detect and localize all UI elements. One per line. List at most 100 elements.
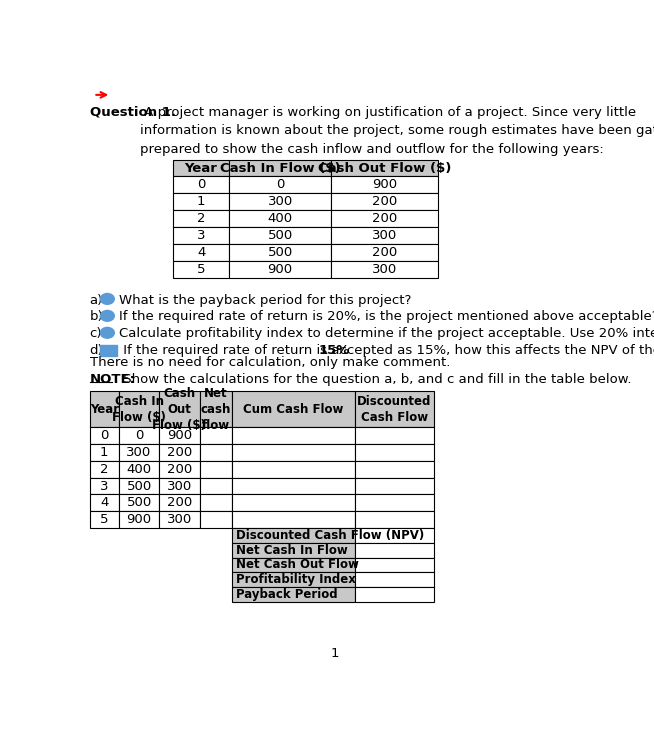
Bar bbox=[332, 177, 438, 193]
Text: 200: 200 bbox=[167, 496, 192, 509]
Bar bbox=[173, 244, 229, 261]
Bar bbox=[199, 495, 232, 511]
Bar bbox=[232, 391, 354, 426]
Bar bbox=[232, 511, 354, 529]
Text: 0: 0 bbox=[197, 178, 205, 192]
Text: 500: 500 bbox=[126, 496, 152, 509]
Bar bbox=[229, 261, 332, 278]
Text: Net
cash
flow: Net cash flow bbox=[201, 387, 231, 432]
Bar bbox=[173, 227, 229, 244]
Bar bbox=[173, 261, 229, 278]
Text: 4: 4 bbox=[100, 496, 109, 509]
Bar bbox=[354, 495, 434, 511]
Text: If the required rate of return is 20%, is the project mentioned above acceptable: If the required rate of return is 20%, i… bbox=[119, 311, 654, 323]
Bar bbox=[90, 495, 119, 511]
Bar bbox=[232, 572, 354, 587]
Text: 200: 200 bbox=[372, 212, 398, 226]
Text: 400: 400 bbox=[267, 212, 293, 226]
Bar bbox=[119, 511, 160, 529]
Text: Discounted
Cash Flow: Discounted Cash Flow bbox=[357, 395, 431, 423]
Bar bbox=[354, 558, 434, 572]
Bar bbox=[160, 426, 199, 444]
Text: 500: 500 bbox=[267, 229, 293, 242]
Bar bbox=[229, 177, 332, 193]
Bar bbox=[160, 478, 199, 495]
Bar bbox=[119, 478, 160, 495]
Text: Net Cash Out Flow: Net Cash Out Flow bbox=[236, 559, 359, 572]
Ellipse shape bbox=[100, 311, 114, 321]
Bar bbox=[119, 444, 160, 461]
Bar bbox=[232, 529, 354, 543]
Bar bbox=[232, 495, 354, 511]
Text: Profitability Index: Profitability Index bbox=[236, 573, 356, 586]
Text: 200: 200 bbox=[167, 462, 192, 475]
Text: d): d) bbox=[90, 344, 103, 357]
Text: 900: 900 bbox=[126, 514, 152, 526]
Text: A project manager is working on justification of a project. Since very little
in: A project manager is working on justific… bbox=[140, 105, 654, 156]
Text: If the required rate of return is accepted as 15%, how this affects the NPV of t: If the required rate of return is accept… bbox=[119, 344, 654, 357]
Text: Show the calculations for the question a, b, and c and fill in the table below.: Show the calculations for the question a… bbox=[119, 373, 632, 386]
Text: Year: Year bbox=[90, 402, 119, 416]
Bar bbox=[354, 529, 434, 543]
Text: Cash In
Flow ($): Cash In Flow ($) bbox=[112, 395, 166, 423]
Bar bbox=[119, 495, 160, 511]
Bar bbox=[90, 461, 119, 478]
Bar bbox=[332, 193, 438, 211]
Text: 4: 4 bbox=[197, 246, 205, 259]
Bar bbox=[332, 159, 438, 177]
Bar bbox=[160, 511, 199, 529]
Bar bbox=[229, 227, 332, 244]
Text: 400: 400 bbox=[126, 462, 152, 475]
Bar bbox=[354, 478, 434, 495]
Text: c): c) bbox=[90, 327, 102, 341]
Bar bbox=[332, 261, 438, 278]
Bar bbox=[354, 426, 434, 444]
Bar bbox=[232, 461, 354, 478]
Text: 1: 1 bbox=[197, 196, 205, 208]
Bar bbox=[160, 461, 199, 478]
Bar bbox=[173, 159, 229, 177]
Text: 300: 300 bbox=[167, 480, 192, 493]
Bar bbox=[229, 193, 332, 211]
Text: 300: 300 bbox=[372, 229, 398, 242]
Bar bbox=[354, 391, 434, 426]
Bar bbox=[199, 391, 232, 426]
Text: 200: 200 bbox=[372, 196, 398, 208]
Text: 5: 5 bbox=[197, 263, 205, 276]
Text: Net Cash In Flow: Net Cash In Flow bbox=[236, 544, 348, 556]
Text: 200: 200 bbox=[372, 246, 398, 259]
Text: 900: 900 bbox=[267, 263, 293, 276]
Bar bbox=[332, 244, 438, 261]
Bar bbox=[100, 345, 118, 356]
Bar bbox=[229, 159, 332, 177]
Text: 300: 300 bbox=[372, 263, 398, 276]
Text: 900: 900 bbox=[372, 178, 398, 192]
Bar bbox=[232, 558, 354, 572]
Bar bbox=[332, 211, 438, 227]
Text: 15%: 15% bbox=[318, 344, 350, 357]
Bar bbox=[229, 211, 332, 227]
Bar bbox=[232, 426, 354, 444]
Text: 200: 200 bbox=[167, 446, 192, 459]
Ellipse shape bbox=[100, 293, 114, 305]
Bar bbox=[119, 426, 160, 444]
Text: Cash
Out
Flow ($): Cash Out Flow ($) bbox=[152, 387, 207, 432]
Text: Question 1.: Question 1. bbox=[90, 105, 175, 119]
Bar bbox=[90, 511, 119, 529]
Bar bbox=[160, 495, 199, 511]
Bar bbox=[332, 227, 438, 244]
Ellipse shape bbox=[100, 327, 114, 338]
Text: 0: 0 bbox=[135, 429, 143, 441]
Text: 5: 5 bbox=[100, 514, 109, 526]
Text: Calculate profitability index to determine if the project acceptable. Use 20% in: Calculate profitability index to determi… bbox=[119, 327, 654, 341]
Bar bbox=[354, 543, 434, 558]
Text: 1: 1 bbox=[100, 446, 109, 459]
Bar bbox=[173, 177, 229, 193]
Text: a): a) bbox=[90, 293, 103, 307]
Bar bbox=[90, 391, 119, 426]
Bar bbox=[160, 444, 199, 461]
Text: 900: 900 bbox=[167, 429, 192, 441]
Bar bbox=[119, 461, 160, 478]
Text: b): b) bbox=[90, 311, 103, 323]
Text: NOTE:: NOTE: bbox=[90, 373, 135, 386]
